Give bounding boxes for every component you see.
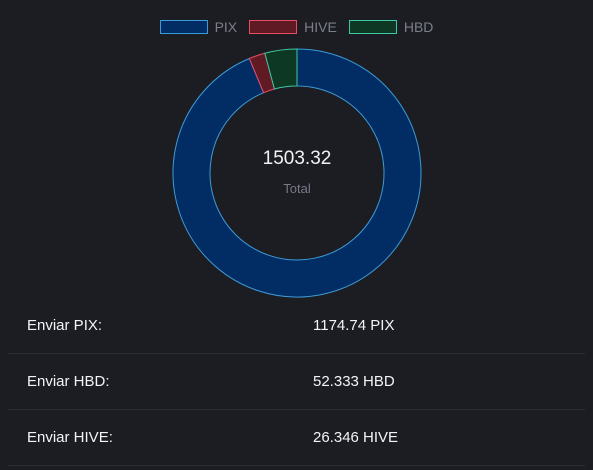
- legend-swatch-hbd: [348, 20, 397, 34]
- send-hbd-row[interactable]: Enviar HBD: 52.333 HBD: [8, 354, 585, 410]
- send-pix-row[interactable]: Enviar PIX: 1174.74 PIX: [8, 298, 585, 354]
- send-hbd-value: 52.333 HBD: [313, 373, 395, 390]
- chart-total-label: Total: [283, 181, 311, 196]
- donut-slice-hbd[interactable]: [264, 48, 298, 90]
- legend-swatch-pix: [159, 20, 208, 34]
- send-pix-value: 1174.74 PIX: [313, 317, 395, 334]
- chart-total-value: 1503.32: [262, 148, 332, 169]
- legend-label-hive: HIVE: [304, 19, 337, 35]
- legend-label-pix: PIX: [214, 19, 238, 35]
- legend-item-pix[interactable]: PIX: [159, 19, 238, 35]
- legend-swatch-hive: [249, 20, 298, 34]
- send-hive-value: 26.346 HIVE: [313, 429, 399, 446]
- legend-item-hive[interactable]: HIVE: [249, 19, 337, 35]
- legend-label-hbd: HBD: [403, 19, 434, 35]
- chart-legend: PIX HIVE HBD: [0, 19, 593, 35]
- balance-list: Enviar PIX: 1174.74 PIX Enviar HBD: 52.3…: [8, 298, 585, 466]
- donut-slice-pix[interactable]: [172, 48, 422, 298]
- donut-chart: [172, 48, 422, 298]
- send-hive-row[interactable]: Enviar HIVE: 26.346 HIVE: [8, 410, 585, 466]
- send-hive-label: Enviar HIVE:: [27, 429, 113, 446]
- legend-item-hbd[interactable]: HBD: [348, 19, 434, 35]
- send-pix-label: Enviar PIX:: [27, 317, 103, 334]
- send-hbd-label: Enviar HBD:: [27, 373, 110, 390]
